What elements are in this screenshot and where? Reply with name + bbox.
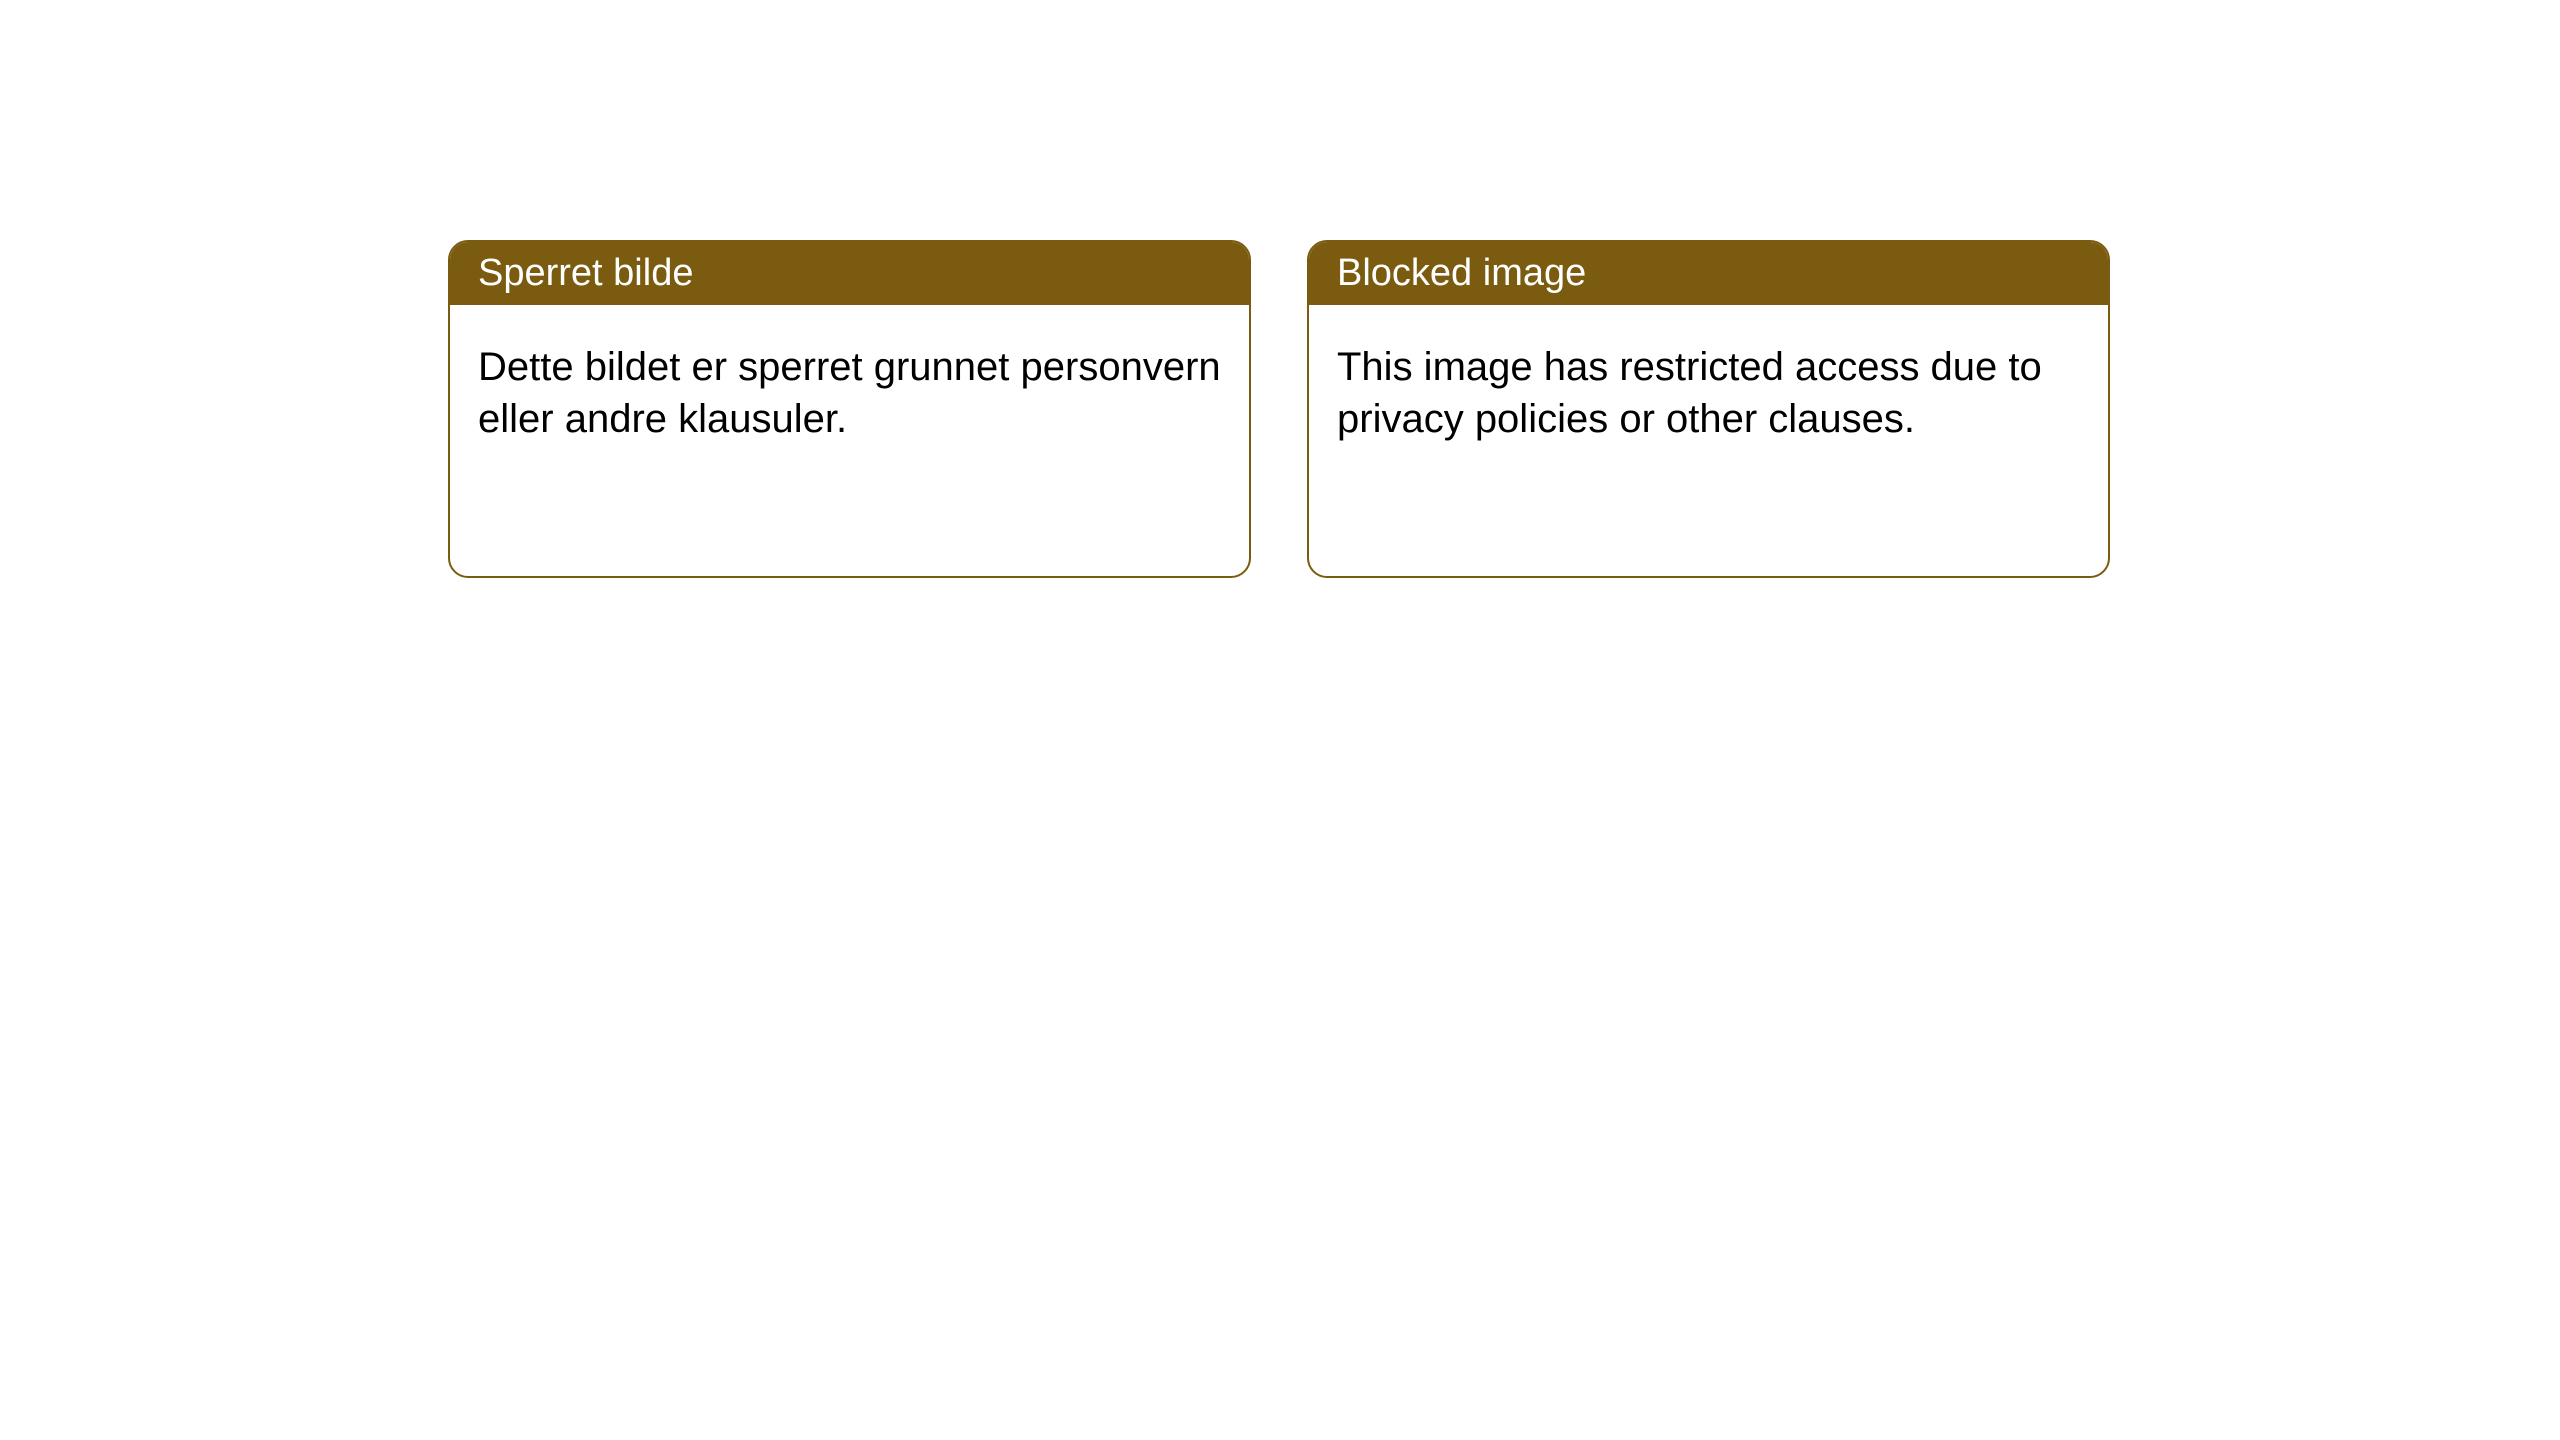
card-body-no: Dette bildet er sperret grunnet personve… [450,305,1249,481]
card-title-no: Sperret bilde [478,252,693,294]
blocked-image-card-no: Sperret bilde Dette bildet er sperret gr… [448,240,1251,578]
card-text-en: This image has restricted access due to … [1337,345,2042,441]
cards-container: Sperret bilde Dette bildet er sperret gr… [448,240,2110,578]
card-body-en: This image has restricted access due to … [1309,305,2108,481]
blocked-image-card-en: Blocked image This image has restricted … [1307,240,2110,578]
card-header-no: Sperret bilde [450,242,1249,305]
card-text-no: Dette bildet er sperret grunnet personve… [478,345,1221,441]
card-header-en: Blocked image [1309,242,2108,305]
card-title-en: Blocked image [1337,252,1586,294]
